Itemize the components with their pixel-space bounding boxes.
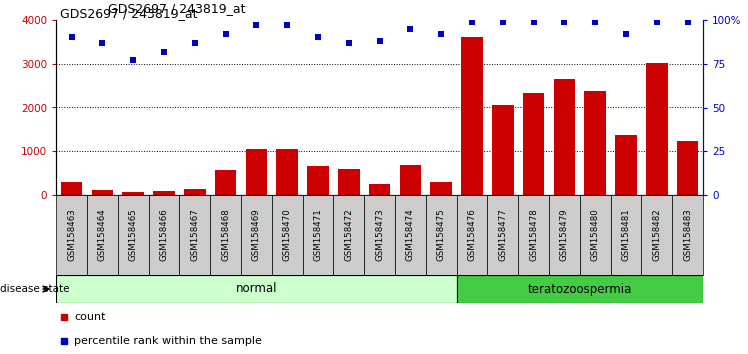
Point: [281, 22, 293, 28]
Bar: [149, 195, 180, 275]
Point: [58, 338, 70, 344]
Text: GSM158479: GSM158479: [560, 209, 569, 261]
Bar: [117, 195, 149, 275]
Bar: [123, 192, 144, 195]
Bar: [241, 195, 272, 275]
Point: [66, 35, 78, 40]
Bar: [584, 91, 606, 195]
Bar: [456, 275, 703, 303]
Bar: [307, 166, 329, 195]
Text: GSM158467: GSM158467: [190, 209, 199, 261]
Point: [681, 19, 693, 24]
Text: GDS2697 / 243819_at: GDS2697 / 243819_at: [108, 2, 245, 15]
Text: GSM158475: GSM158475: [437, 209, 446, 261]
Point: [466, 19, 478, 24]
Bar: [334, 195, 364, 275]
Bar: [646, 63, 668, 195]
Bar: [492, 105, 514, 195]
Point: [188, 40, 200, 46]
Bar: [272, 195, 303, 275]
Point: [620, 31, 632, 37]
Bar: [672, 195, 703, 275]
Bar: [277, 149, 298, 195]
Text: GSM158480: GSM158480: [591, 209, 600, 261]
Text: GDS2697 / 243819_at: GDS2697 / 243819_at: [60, 7, 197, 20]
Text: count: count: [74, 312, 105, 322]
Point: [127, 57, 139, 63]
Bar: [180, 195, 210, 275]
Text: GSM158466: GSM158466: [159, 209, 168, 261]
Text: percentile rank within the sample: percentile rank within the sample: [74, 336, 262, 346]
Text: GSM158465: GSM158465: [129, 209, 138, 261]
Bar: [642, 195, 672, 275]
Text: GSM158471: GSM158471: [313, 209, 322, 261]
Text: teratozoospermia: teratozoospermia: [527, 282, 632, 296]
Bar: [87, 195, 117, 275]
Bar: [338, 169, 360, 195]
Text: disease state: disease state: [0, 284, 70, 294]
Bar: [56, 195, 87, 275]
Bar: [488, 195, 518, 275]
Point: [96, 40, 108, 46]
Text: GSM158463: GSM158463: [67, 209, 76, 261]
Text: GSM158477: GSM158477: [498, 209, 507, 261]
Bar: [580, 195, 610, 275]
Text: GSM158473: GSM158473: [375, 209, 384, 261]
Point: [435, 31, 447, 37]
Point: [58, 314, 70, 320]
Bar: [184, 189, 206, 195]
Bar: [303, 195, 334, 275]
Text: GSM158470: GSM158470: [283, 209, 292, 261]
Bar: [554, 79, 575, 195]
Point: [312, 35, 324, 40]
Bar: [456, 195, 488, 275]
Point: [405, 26, 417, 32]
Text: GSM158468: GSM158468: [221, 209, 230, 261]
Point: [651, 19, 663, 24]
Text: GSM158483: GSM158483: [683, 209, 692, 261]
Bar: [56, 275, 456, 303]
Point: [251, 22, 263, 28]
Bar: [523, 93, 545, 195]
Text: GSM158478: GSM158478: [529, 209, 538, 261]
Bar: [610, 195, 642, 275]
Text: GSM158482: GSM158482: [652, 209, 661, 261]
Bar: [364, 195, 395, 275]
Text: GSM158481: GSM158481: [622, 209, 631, 261]
Bar: [430, 182, 452, 195]
Point: [497, 19, 509, 24]
Bar: [518, 195, 549, 275]
Point: [158, 48, 170, 54]
Text: GSM158469: GSM158469: [252, 209, 261, 261]
Point: [343, 40, 355, 46]
Bar: [426, 195, 456, 275]
Text: GSM158464: GSM158464: [98, 209, 107, 261]
Bar: [462, 36, 482, 195]
Bar: [91, 190, 113, 195]
Point: [589, 19, 601, 24]
Bar: [549, 195, 580, 275]
Text: normal: normal: [236, 282, 277, 296]
Bar: [153, 191, 175, 195]
Bar: [61, 182, 82, 195]
Point: [373, 38, 386, 44]
Bar: [369, 184, 390, 195]
Bar: [616, 135, 637, 195]
Text: GSM158472: GSM158472: [344, 209, 353, 261]
Bar: [677, 141, 699, 195]
Bar: [395, 195, 426, 275]
Bar: [210, 195, 241, 275]
Bar: [399, 165, 421, 195]
Point: [527, 19, 539, 24]
Text: GSM158474: GSM158474: [406, 209, 415, 261]
Point: [559, 19, 571, 24]
Bar: [215, 170, 236, 195]
Text: GSM158476: GSM158476: [468, 209, 476, 261]
Bar: [245, 149, 267, 195]
Point: [220, 31, 232, 37]
